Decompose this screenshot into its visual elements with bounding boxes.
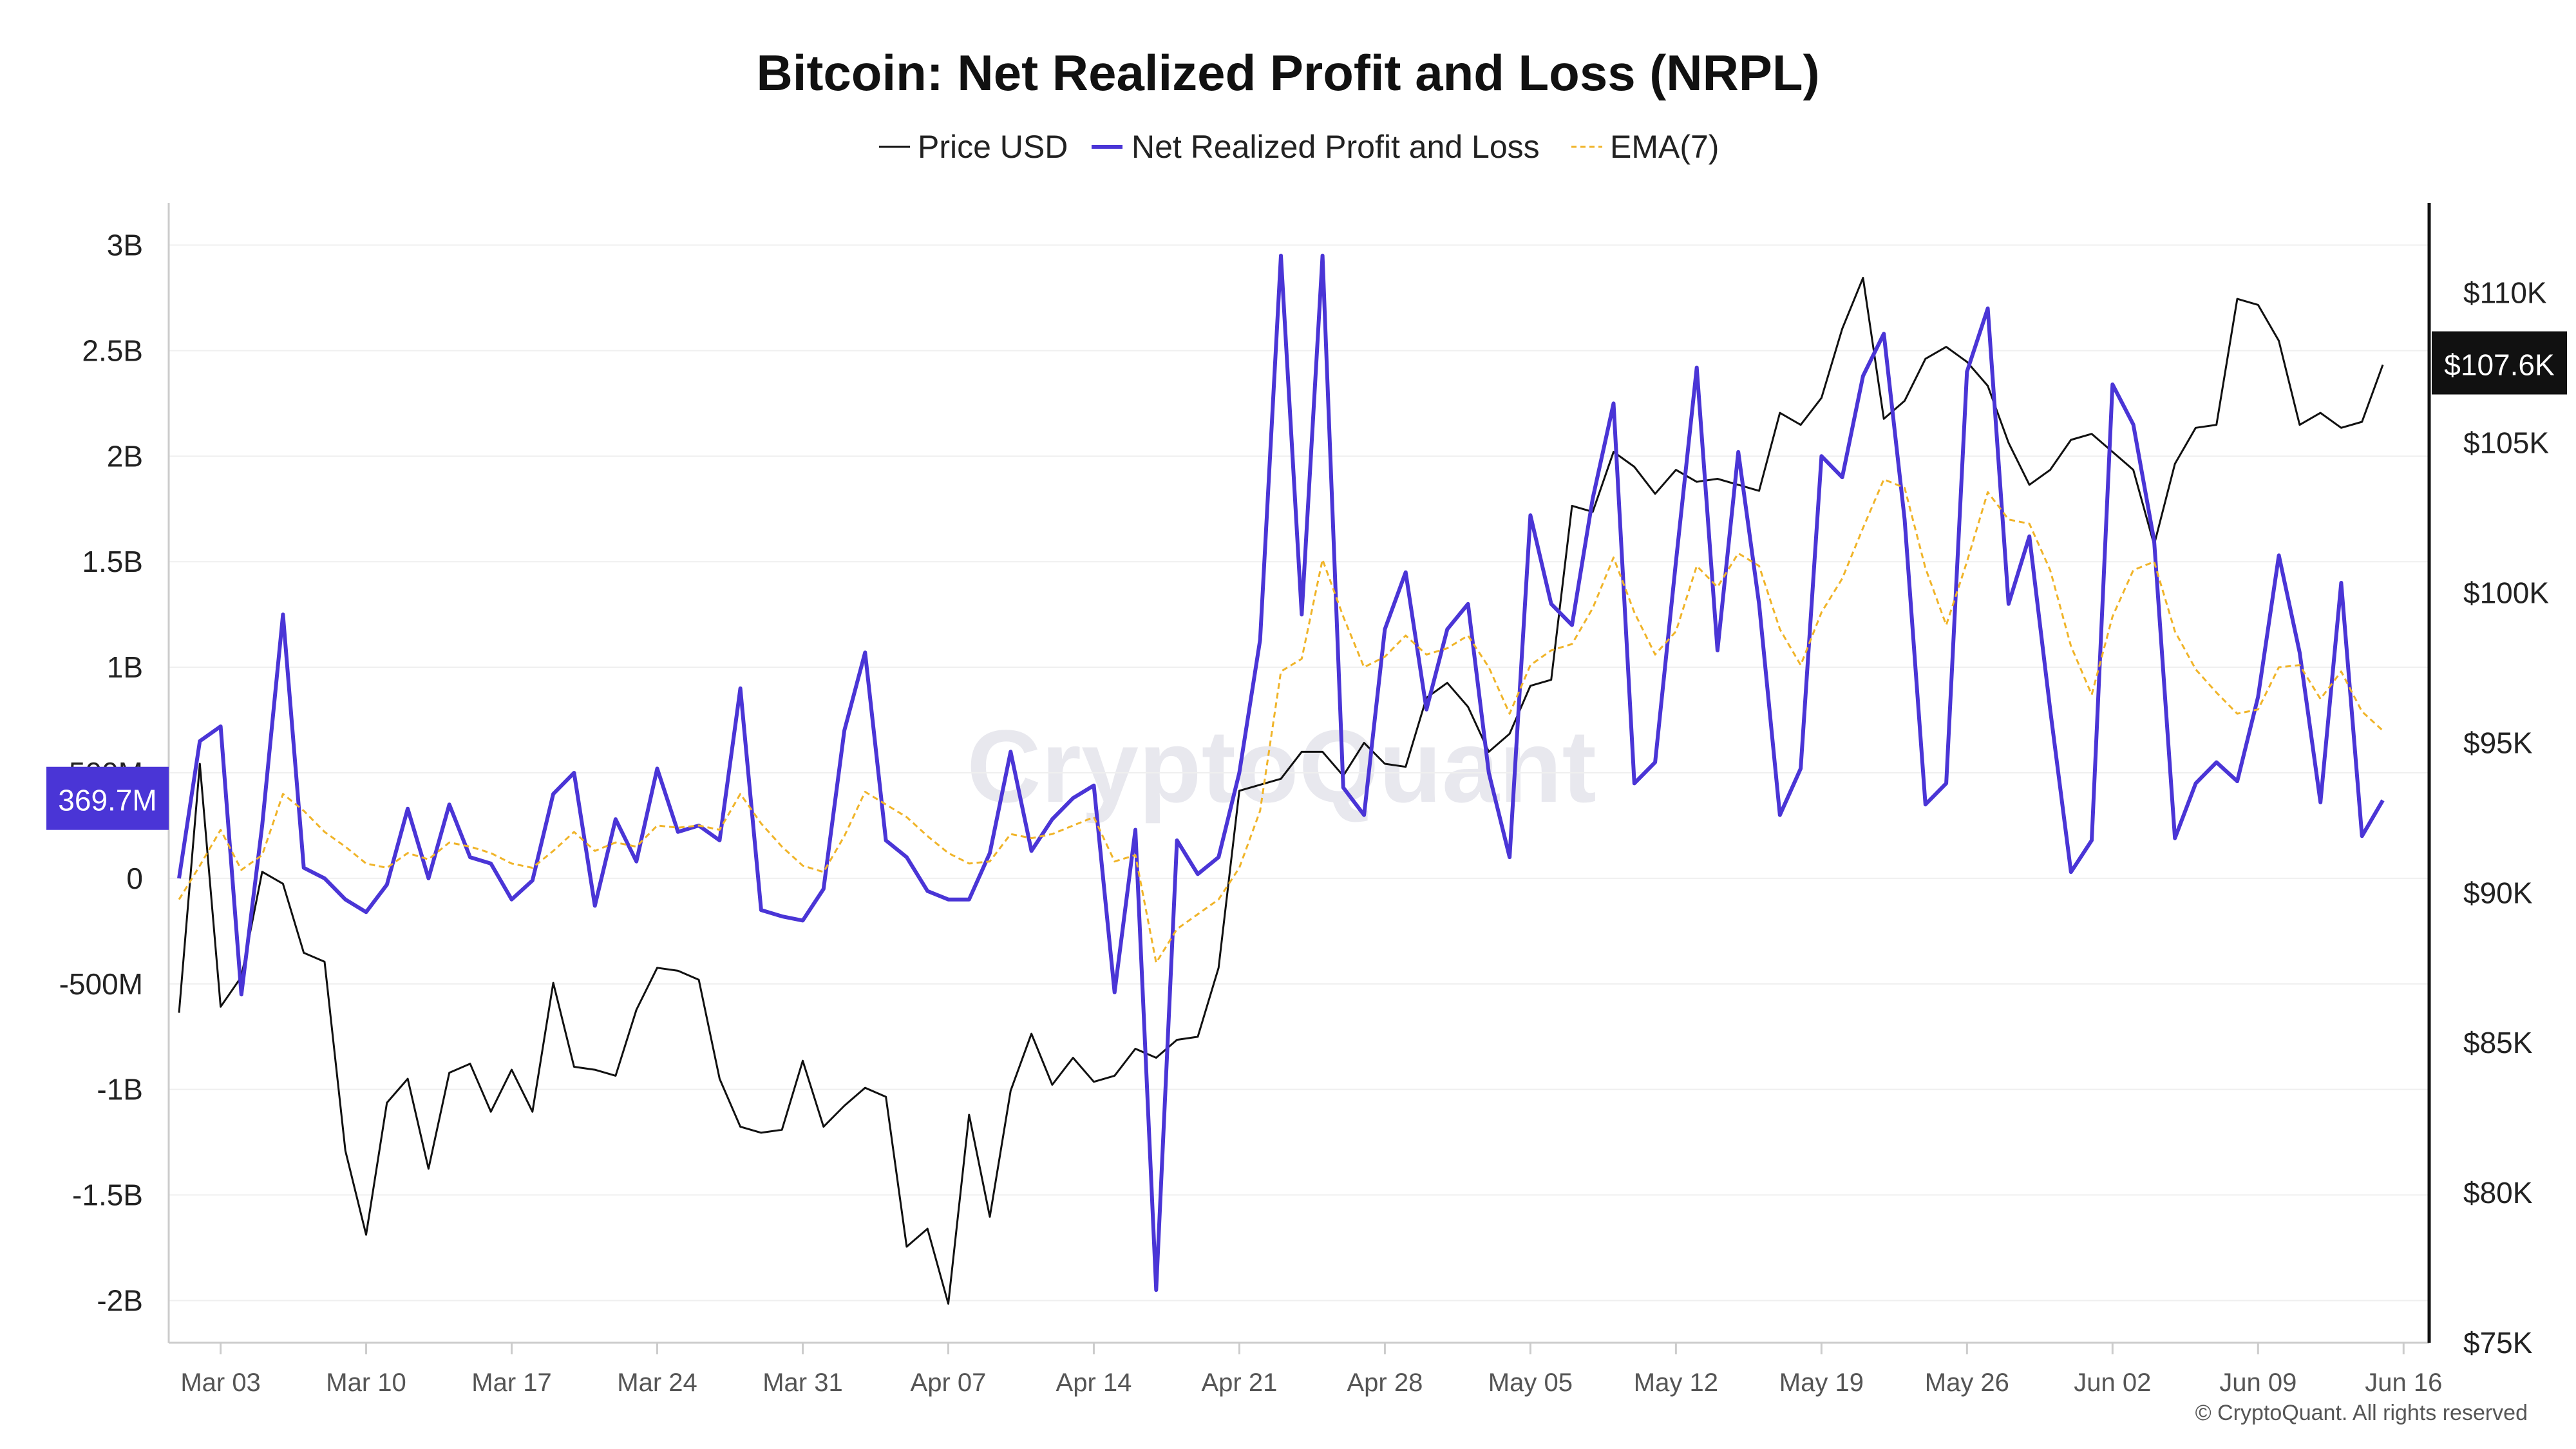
legend-label: Net Realized Profit and Loss xyxy=(1132,129,1540,165)
y-left-tick-label: -1B xyxy=(97,1073,143,1106)
y-left-tick-label: -2B xyxy=(97,1283,143,1317)
y-left-tick-label: 2.5B xyxy=(82,334,143,367)
tick-labels: 3B2.5B2B1.5B1B500M0-500M-1B-1.5B-2B$110K… xyxy=(59,229,2550,1397)
x-tick-label: May 26 xyxy=(1925,1368,2009,1397)
x-tick-label: May 12 xyxy=(1634,1368,1718,1397)
x-tick-label: Jun 16 xyxy=(2365,1368,2442,1397)
x-tick-label: Apr 28 xyxy=(1347,1368,1423,1397)
y-left-tick-label: -1.5B xyxy=(72,1179,143,1212)
y-right-tick-label: $80K xyxy=(2463,1176,2533,1209)
y-right-tick-label: $75K xyxy=(2463,1326,2533,1359)
legend-label: EMA(7) xyxy=(1610,129,1719,165)
x-tick-label: Apr 14 xyxy=(1056,1368,1132,1397)
series-lines xyxy=(177,253,2385,1305)
chart-title: Bitcoin: Net Realized Profit and Loss (N… xyxy=(756,44,1819,101)
x-tick-label: Jun 02 xyxy=(2074,1368,2151,1397)
x-tick-label: Mar 24 xyxy=(617,1368,697,1397)
legend: Price USD Net Realized Profit and Loss EMA… xyxy=(879,129,1719,165)
grid-lines xyxy=(169,244,2429,1302)
x-tick-label: Apr 07 xyxy=(911,1368,987,1397)
series-line-net-realized-profit-and-loss xyxy=(177,253,2385,1293)
x-tick-label: Mar 31 xyxy=(762,1368,843,1397)
left-current-badge xyxy=(46,766,169,830)
y-left-tick-label: 1B xyxy=(107,650,143,684)
current-value-badges: 369.7M $107.6K xyxy=(46,331,2567,830)
y-left-tick-label: 2B xyxy=(107,439,143,473)
x-tick-label: Mar 03 xyxy=(180,1368,261,1397)
x-tick-label: May 19 xyxy=(1779,1368,1864,1397)
series-line-price-usd xyxy=(178,276,2384,1305)
y-right-tick-label: $95K xyxy=(2463,726,2533,759)
x-tick-label: Jun 09 xyxy=(2219,1368,2297,1397)
watermark: CryptoQuant xyxy=(967,708,1596,824)
right-current-badge xyxy=(2432,331,2567,395)
y-right-tick-label: $90K xyxy=(2463,876,2533,909)
y-left-tick-label: 1.5B xyxy=(82,545,143,578)
right-current-badge-label: $107.6K xyxy=(2444,348,2555,382)
x-tick-label: Apr 21 xyxy=(1202,1368,1278,1397)
x-tick-label: Mar 17 xyxy=(471,1368,552,1397)
x-tick-label: May 05 xyxy=(1488,1368,1573,1397)
y-right-tick-label: $105K xyxy=(2463,426,2549,460)
y-left-tick-label: -500M xyxy=(59,967,143,1001)
series-line-ema-7- xyxy=(178,478,2384,964)
left-current-badge-label: 369.7M xyxy=(58,784,156,817)
legend-label: Price USD xyxy=(918,129,1068,165)
y-right-tick-label: $100K xyxy=(2463,576,2549,610)
y-right-tick-label: $85K xyxy=(2463,1026,2533,1059)
x-tick-label: Mar 10 xyxy=(326,1368,406,1397)
y-left-tick-label: 3B xyxy=(107,229,143,262)
y-left-tick-label: 0 xyxy=(126,862,143,895)
copyright: © CryptoQuant. All rights reserved xyxy=(2195,1401,2528,1425)
y-right-tick-label: $110K xyxy=(2463,276,2547,310)
